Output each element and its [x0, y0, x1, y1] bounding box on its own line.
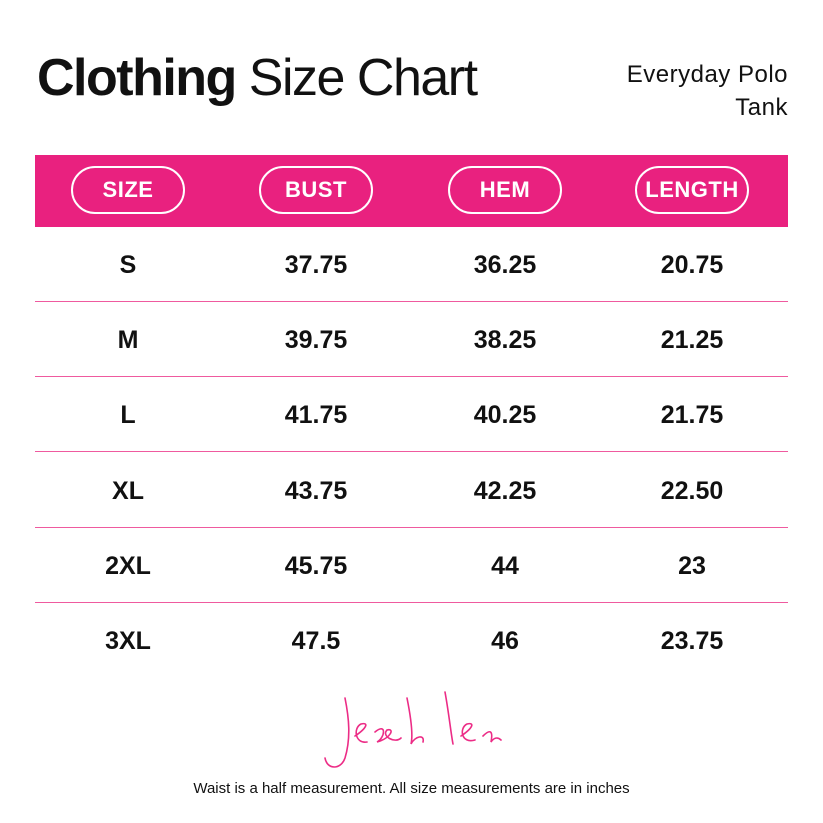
- logo: [324, 691, 502, 768]
- footer-note: Waist is a half measurement. All size me…: [193, 780, 630, 797]
- column-header: BUST: [259, 166, 373, 214]
- table-cell: 38.25: [473, 326, 537, 355]
- row-separator: [35, 527, 788, 528]
- table-cell: M: [117, 326, 139, 355]
- column-header: SIZE: [71, 166, 185, 214]
- table-cell: 42.25: [473, 476, 537, 505]
- table-cell: 40.25: [473, 401, 537, 430]
- table-cell: 21.75: [660, 401, 724, 430]
- table-cell: 36.25: [473, 251, 537, 279]
- row-separator: [35, 451, 788, 452]
- column-header: LENGTH: [635, 166, 749, 214]
- column-header: HEM: [448, 166, 562, 214]
- table-cell: 45.75: [284, 551, 348, 580]
- table-cell: 3XL: [105, 627, 151, 655]
- title-bold: Clothing: [37, 49, 237, 107]
- table-cell: 22.50: [660, 476, 724, 505]
- row-separator: [35, 376, 788, 377]
- table-cell: 43.75: [284, 476, 348, 505]
- table-cell: 39.75: [284, 326, 348, 355]
- table-cell: 20.75: [660, 251, 724, 279]
- title: Clothing Size Chart: [37, 48, 478, 108]
- product-name: Everyday Polo Tank: [626, 61, 788, 121]
- table-cell: XL: [112, 476, 144, 505]
- table-cell: 21.25: [660, 326, 724, 355]
- title-rest: Size Chart: [248, 49, 478, 107]
- table-cell: L: [120, 401, 136, 430]
- table-cell: 23: [678, 551, 706, 580]
- table-cell: 41.75: [284, 401, 348, 430]
- table-cell: 2XL: [105, 551, 151, 580]
- table-cell: 23.75: [660, 627, 724, 655]
- row-separator: [35, 301, 788, 302]
- signature: [324, 691, 502, 768]
- table-cell: 44: [491, 551, 519, 580]
- table-cell: 46: [491, 627, 519, 655]
- table-cell: 47.5: [291, 627, 341, 655]
- table-cell: 37.75: [284, 251, 348, 279]
- table-cell: S: [119, 251, 137, 279]
- row-separator: [35, 602, 788, 603]
